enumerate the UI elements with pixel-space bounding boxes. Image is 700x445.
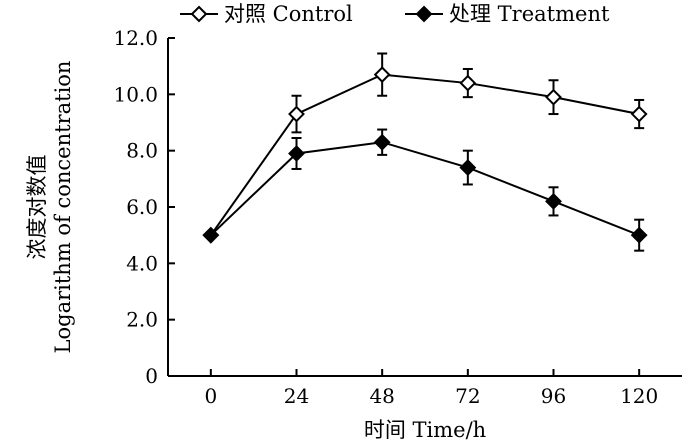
legend: 对照 Control 处理 Treatment (180, 2, 610, 26)
x-tick-label: 120 (620, 384, 658, 408)
x-ticks: 0 24 48 72 96 120 (204, 369, 658, 408)
y-axis-title: 浓度对数值 Logarithm of concentration (25, 61, 75, 354)
data-point-treatment (288, 145, 305, 162)
data-point-treatment (459, 159, 477, 176)
data-point-control (545, 88, 562, 106)
data-point-treatment (630, 226, 648, 244)
y-axis-label-cn: 浓度对数值 (25, 155, 49, 260)
x-tick-label: 0 (204, 384, 217, 408)
y-tick-label: 0 (145, 364, 158, 388)
y-tick-label: 8.0 (126, 139, 158, 163)
data-point-control (288, 105, 305, 123)
y-tick-label: 4.0 (126, 251, 158, 275)
data-point-control (459, 74, 477, 92)
y-tick-label: 2.0 (126, 308, 158, 332)
x-axis-label: 时间 Time/h (364, 418, 486, 442)
series-line-treatment (210, 141, 640, 237)
x-tick-label: 72 (455, 384, 480, 408)
data-point-control (373, 66, 391, 84)
x-tick-label: 24 (284, 384, 309, 408)
y-tick-label: 6.0 (126, 195, 158, 219)
data-point-treatment (373, 133, 391, 151)
legend-marker-control (190, 5, 208, 23)
legend-label-treatment: 处理 Treatment (449, 2, 610, 26)
data-point-treatment (545, 192, 562, 210)
x-tick-label: 48 (369, 384, 394, 408)
y-tick-label: 10.0 (113, 82, 158, 106)
y-tick-label: 12.0 (113, 26, 158, 50)
series-line-control (210, 73, 640, 236)
legend-label-control: 对照 Control (224, 2, 353, 26)
y-axis-label-en: Logarithm of concentration (51, 61, 75, 354)
legend-marker-treatment (415, 5, 433, 23)
x-tick-label: 96 (541, 384, 566, 408)
data-point-control (630, 105, 648, 123)
plot-area (202, 52, 648, 252)
y-ticks: 0 2.0 4.0 6.0 8.0 10.0 12.0 (113, 26, 175, 388)
data-point-treatment (202, 226, 220, 244)
